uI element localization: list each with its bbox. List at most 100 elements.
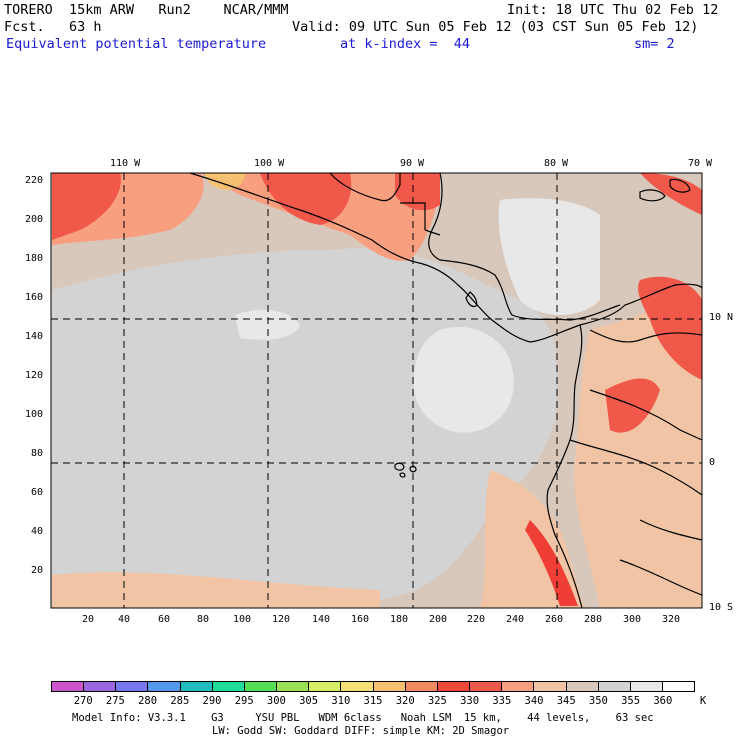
caribbean-islands <box>639 178 691 202</box>
red-mexico-south <box>260 173 352 225</box>
colorbar-label: 285 <box>170 695 190 707</box>
colorbar-swatch <box>116 682 149 691</box>
lon-label-80w: 80 W <box>544 158 569 169</box>
grid-x-180: 180 <box>390 614 409 625</box>
red-yucatan <box>395 173 440 211</box>
grid-y-180: 180 <box>25 253 44 264</box>
field-name: Equivalent potential temperature <box>6 36 267 52</box>
colorbar-label: 350 <box>588 695 608 707</box>
red-mexico-nw <box>52 173 121 240</box>
colorbar-swatch <box>309 682 342 691</box>
grid-y-80: 80 <box>31 448 44 459</box>
grid-x-80: 80 <box>197 614 210 625</box>
colorbar-swatch <box>148 682 181 691</box>
lat-label-equator: 0 <box>709 457 716 468</box>
grid-y-220: 220 <box>25 175 44 186</box>
lake-nicaragua <box>465 291 478 308</box>
border-colombia-brazil <box>589 389 703 441</box>
lat-lon-grid <box>51 173 702 608</box>
border-ecuador-peru <box>569 439 703 496</box>
field-shading <box>51 173 702 608</box>
border-bolivia <box>619 559 703 596</box>
grid-x-40: 40 <box>118 614 131 625</box>
cool-ocean-band <box>52 368 470 475</box>
grid-x-280: 280 <box>584 614 603 625</box>
colorbar-swatch <box>470 682 503 691</box>
colorbar-label: 305 <box>299 695 319 707</box>
grid-x-260: 260 <box>545 614 564 625</box>
physics-info: LW: Godd SW: Goddard DIFF: simple KM: 2D… <box>212 725 510 737</box>
colorbar-label: 310 <box>331 695 351 707</box>
grid-x-60: 60 <box>158 614 171 625</box>
grid-x-160: 160 <box>351 614 370 625</box>
border-peru-brazil <box>639 519 703 541</box>
coastlines <box>189 172 703 609</box>
grid-y-40: 40 <box>31 526 44 537</box>
border-guatemala <box>400 202 441 236</box>
grid-y-160: 160 <box>25 292 44 303</box>
pacific-coastline <box>189 172 703 343</box>
caribbean-coast <box>428 172 621 321</box>
forecast-hour: Fcst. 63 h <box>4 19 102 35</box>
grid-x-200: 200 <box>429 614 448 625</box>
pale-caribbean-patch <box>498 198 600 315</box>
grid-x-300: 300 <box>623 614 642 625</box>
colorbar-label: 340 <box>524 695 544 707</box>
grid-x-220: 220 <box>467 614 486 625</box>
warm-southern-band <box>52 572 380 608</box>
colorbar-swatch <box>598 682 631 691</box>
grid-y-60: 60 <box>31 487 44 498</box>
lat-label-10n: 10 N <box>709 312 734 323</box>
colorbar-swatch <box>437 682 471 691</box>
grid-x-320: 320 <box>662 614 681 625</box>
colorbar-label: 345 <box>556 695 576 707</box>
yucatan-coast <box>329 172 401 202</box>
level-label: at k-index = 44 <box>340 36 471 52</box>
colorbar-swatch <box>630 682 663 691</box>
grid-x-100: 100 <box>233 614 252 625</box>
colorbar-swatch <box>341 682 374 691</box>
colorbar-label: 300 <box>266 695 286 707</box>
orange-hotspot <box>205 173 245 190</box>
colorbar-label: 330 <box>460 695 480 707</box>
colorbar-swatch <box>373 682 406 691</box>
grid-x-120: 120 <box>272 614 291 625</box>
galapagos-islands <box>394 462 417 478</box>
smoothing-label: sm= 2 <box>634 36 675 52</box>
lon-label-70w: 70 W <box>688 158 713 169</box>
init-time: Init: 18 UTC Thu 02 Feb 12 <box>507 2 719 18</box>
grid-y-20: 20 <box>31 565 44 576</box>
red-venezuela <box>638 276 702 380</box>
grid-y-200: 200 <box>25 214 44 225</box>
grid-y-140: 140 <box>25 331 44 342</box>
colorbar-label: 315 <box>363 695 383 707</box>
colorbar-swatch <box>534 682 567 691</box>
colorbar-label: 270 <box>73 695 93 707</box>
south-america-west-coast <box>546 324 583 609</box>
colorbar-swatch <box>244 682 278 691</box>
colorbar-swatch <box>502 682 535 691</box>
colorbar-swatch <box>52 682 85 691</box>
colorbar-label: 320 <box>395 695 415 707</box>
valid-time: Valid: 09 UTC Sun 05 Feb 12 (03 CST Sun … <box>292 19 699 35</box>
map-frame <box>50 172 703 609</box>
colorbar-label: 295 <box>234 695 254 707</box>
warm-south-america <box>574 290 702 608</box>
colorbar-label: 335 <box>492 695 512 707</box>
colorbar-unit: K <box>699 695 707 707</box>
lat-label-10s: 10 S <box>709 602 734 613</box>
colorbar-label: 355 <box>621 695 641 707</box>
lon-label-110w: 110 W <box>110 158 141 169</box>
model-info: Model Info: V3.3.1 G3 YSU PBL WDM 6class… <box>72 712 654 724</box>
grid-x-140: 140 <box>312 614 331 625</box>
colorbar-swatch <box>84 682 117 691</box>
colorbar-swatch <box>566 682 599 691</box>
colorbar-label: 275 <box>105 695 125 707</box>
colorbar-label: 360 <box>653 695 673 707</box>
model-run-title: TORERO 15km ARW Run2 NCAR/MMM <box>4 2 289 18</box>
colorbar <box>51 681 695 692</box>
colorbar-label: 290 <box>202 695 222 707</box>
lon-label-100w: 100 W <box>254 158 285 169</box>
